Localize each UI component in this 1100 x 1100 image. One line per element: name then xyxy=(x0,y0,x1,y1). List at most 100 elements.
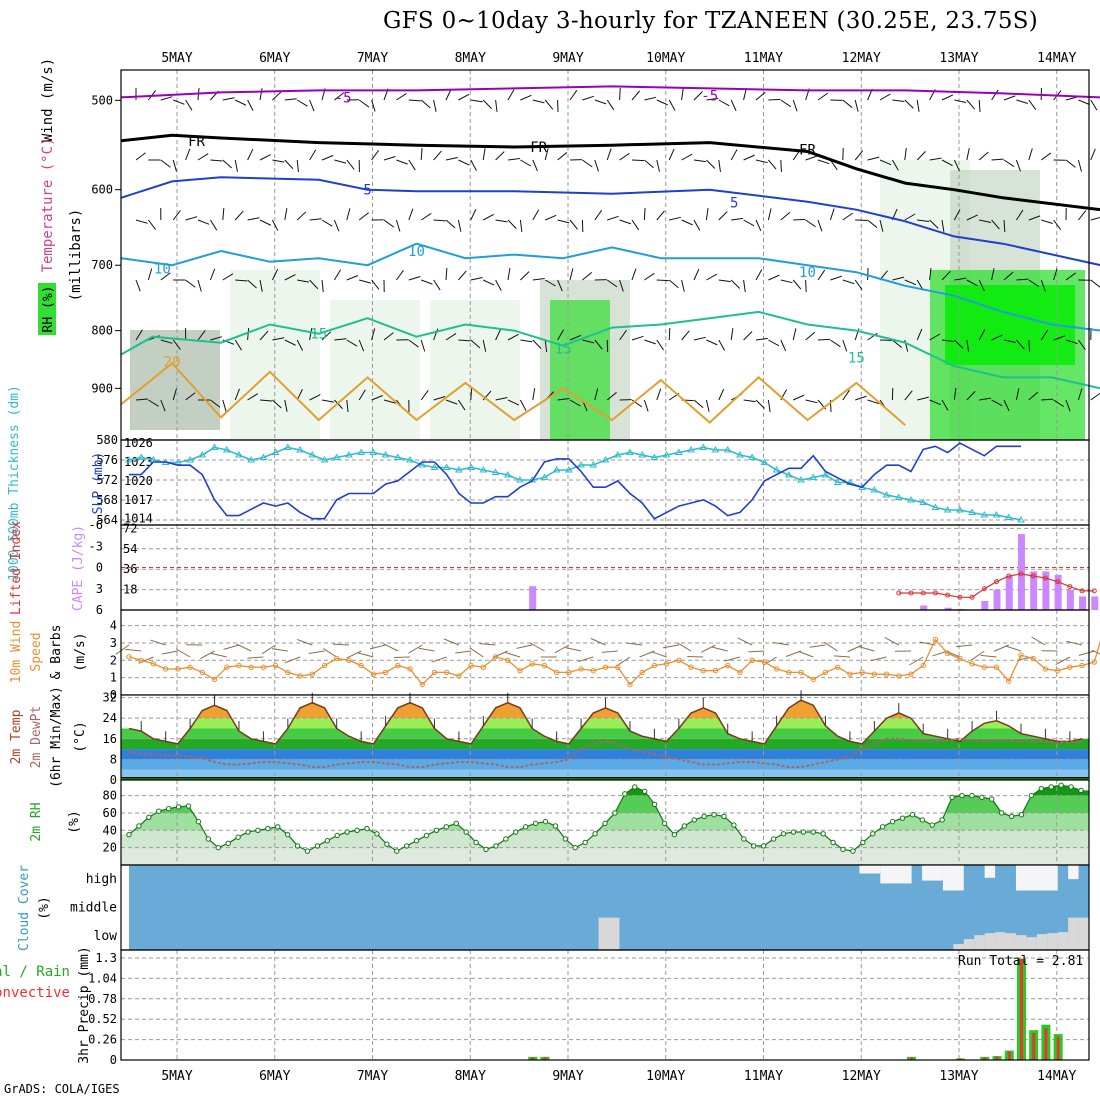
cloud-low-grey xyxy=(1068,917,1079,950)
barb xyxy=(631,90,641,101)
wind10-marker xyxy=(1079,662,1085,669)
barb xyxy=(346,159,355,170)
wind10-marker xyxy=(260,664,267,670)
rh-region xyxy=(130,330,220,430)
wind10-marker xyxy=(162,666,169,672)
barb xyxy=(371,99,376,112)
barb xyxy=(470,159,477,171)
rh-marker xyxy=(423,832,430,839)
barb xyxy=(259,330,269,341)
barb xyxy=(507,399,520,406)
rh-marker xyxy=(245,829,251,835)
barb xyxy=(755,399,765,409)
rh-marker xyxy=(850,848,856,854)
barb xyxy=(557,329,565,341)
rh-marker xyxy=(463,829,469,835)
y-tick-label: 20 xyxy=(103,841,117,855)
barb xyxy=(418,647,435,652)
cloud-low-grey xyxy=(1005,933,1016,950)
barb xyxy=(1016,339,1025,350)
wind10-marker xyxy=(676,657,682,664)
rh-marker xyxy=(731,822,737,828)
dewpoint-line xyxy=(128,737,1083,769)
barb xyxy=(532,99,545,104)
thickness-marker xyxy=(320,456,329,463)
barb xyxy=(954,99,967,103)
barb xyxy=(334,159,347,164)
cape-tick-label: 36 xyxy=(123,562,137,576)
barb xyxy=(359,279,371,284)
barb xyxy=(755,269,763,281)
barb xyxy=(296,339,304,351)
rh-marker xyxy=(651,801,658,807)
barb xyxy=(1041,219,1053,224)
isotherm-label: FR xyxy=(530,140,547,156)
wind10-marker xyxy=(822,669,829,676)
barb xyxy=(1066,640,1083,646)
barb xyxy=(619,219,632,225)
barb xyxy=(701,644,716,653)
rh-marker xyxy=(800,829,807,835)
barb xyxy=(433,396,446,401)
wind10-marker xyxy=(651,662,658,669)
cloud-level-label: middle xyxy=(70,901,117,916)
barb xyxy=(1015,159,1021,172)
barb xyxy=(805,399,818,404)
rh-marker xyxy=(632,784,638,790)
rh-band xyxy=(121,847,1089,865)
barb xyxy=(1078,99,1090,105)
cloud-low-grey xyxy=(974,935,985,950)
barb xyxy=(966,148,970,161)
thickness-marker xyxy=(760,458,769,465)
rh-marker xyxy=(889,818,896,825)
barb xyxy=(495,397,508,401)
y-tick-label: 80 xyxy=(103,789,117,803)
barb xyxy=(656,339,664,351)
rh-marker xyxy=(354,827,360,834)
barb xyxy=(395,269,404,281)
isotherm-orange xyxy=(120,361,906,426)
rh-marker xyxy=(602,820,608,827)
rh-marker xyxy=(830,839,836,846)
y-axis-label-precip: 3hr Precip (mm) xyxy=(77,946,92,1063)
barb xyxy=(557,152,568,161)
barb xyxy=(643,399,649,412)
precip-conv-bar xyxy=(983,1057,987,1060)
barb xyxy=(433,219,446,222)
barb xyxy=(917,396,929,401)
barb xyxy=(420,147,423,161)
barb xyxy=(504,651,521,658)
cape-bar xyxy=(1079,596,1087,610)
barb xyxy=(371,395,383,401)
barb xyxy=(346,399,349,412)
barb xyxy=(966,214,978,221)
barb xyxy=(259,399,272,402)
barb xyxy=(222,159,233,169)
barb xyxy=(172,210,181,221)
cloud-low-grey xyxy=(1015,935,1027,950)
wind10-marker xyxy=(981,664,988,670)
precip-conv-bar xyxy=(1019,958,1023,1060)
wind10-marker xyxy=(932,636,939,643)
thickness-marker xyxy=(125,456,133,463)
barb xyxy=(445,88,452,101)
thickness-marker xyxy=(797,476,805,483)
barb xyxy=(681,330,690,341)
rh-marker xyxy=(364,825,370,832)
barb xyxy=(383,219,395,228)
barb xyxy=(135,219,148,224)
barb xyxy=(855,395,867,401)
barb xyxy=(830,339,841,348)
barb xyxy=(743,219,755,227)
cloud-low-grey xyxy=(953,944,964,950)
isotherm-label: 15 xyxy=(555,342,572,358)
barb xyxy=(271,648,288,652)
thickness-marker xyxy=(613,451,622,458)
cloud-level-label: high xyxy=(86,872,117,887)
y-tick-label: 700 xyxy=(91,258,113,272)
barb xyxy=(371,149,380,161)
barb xyxy=(904,279,917,286)
legend-total-rain: Total / Rain xyxy=(0,964,70,980)
precip-conv-bar xyxy=(1007,1051,1011,1060)
barb xyxy=(383,643,399,652)
